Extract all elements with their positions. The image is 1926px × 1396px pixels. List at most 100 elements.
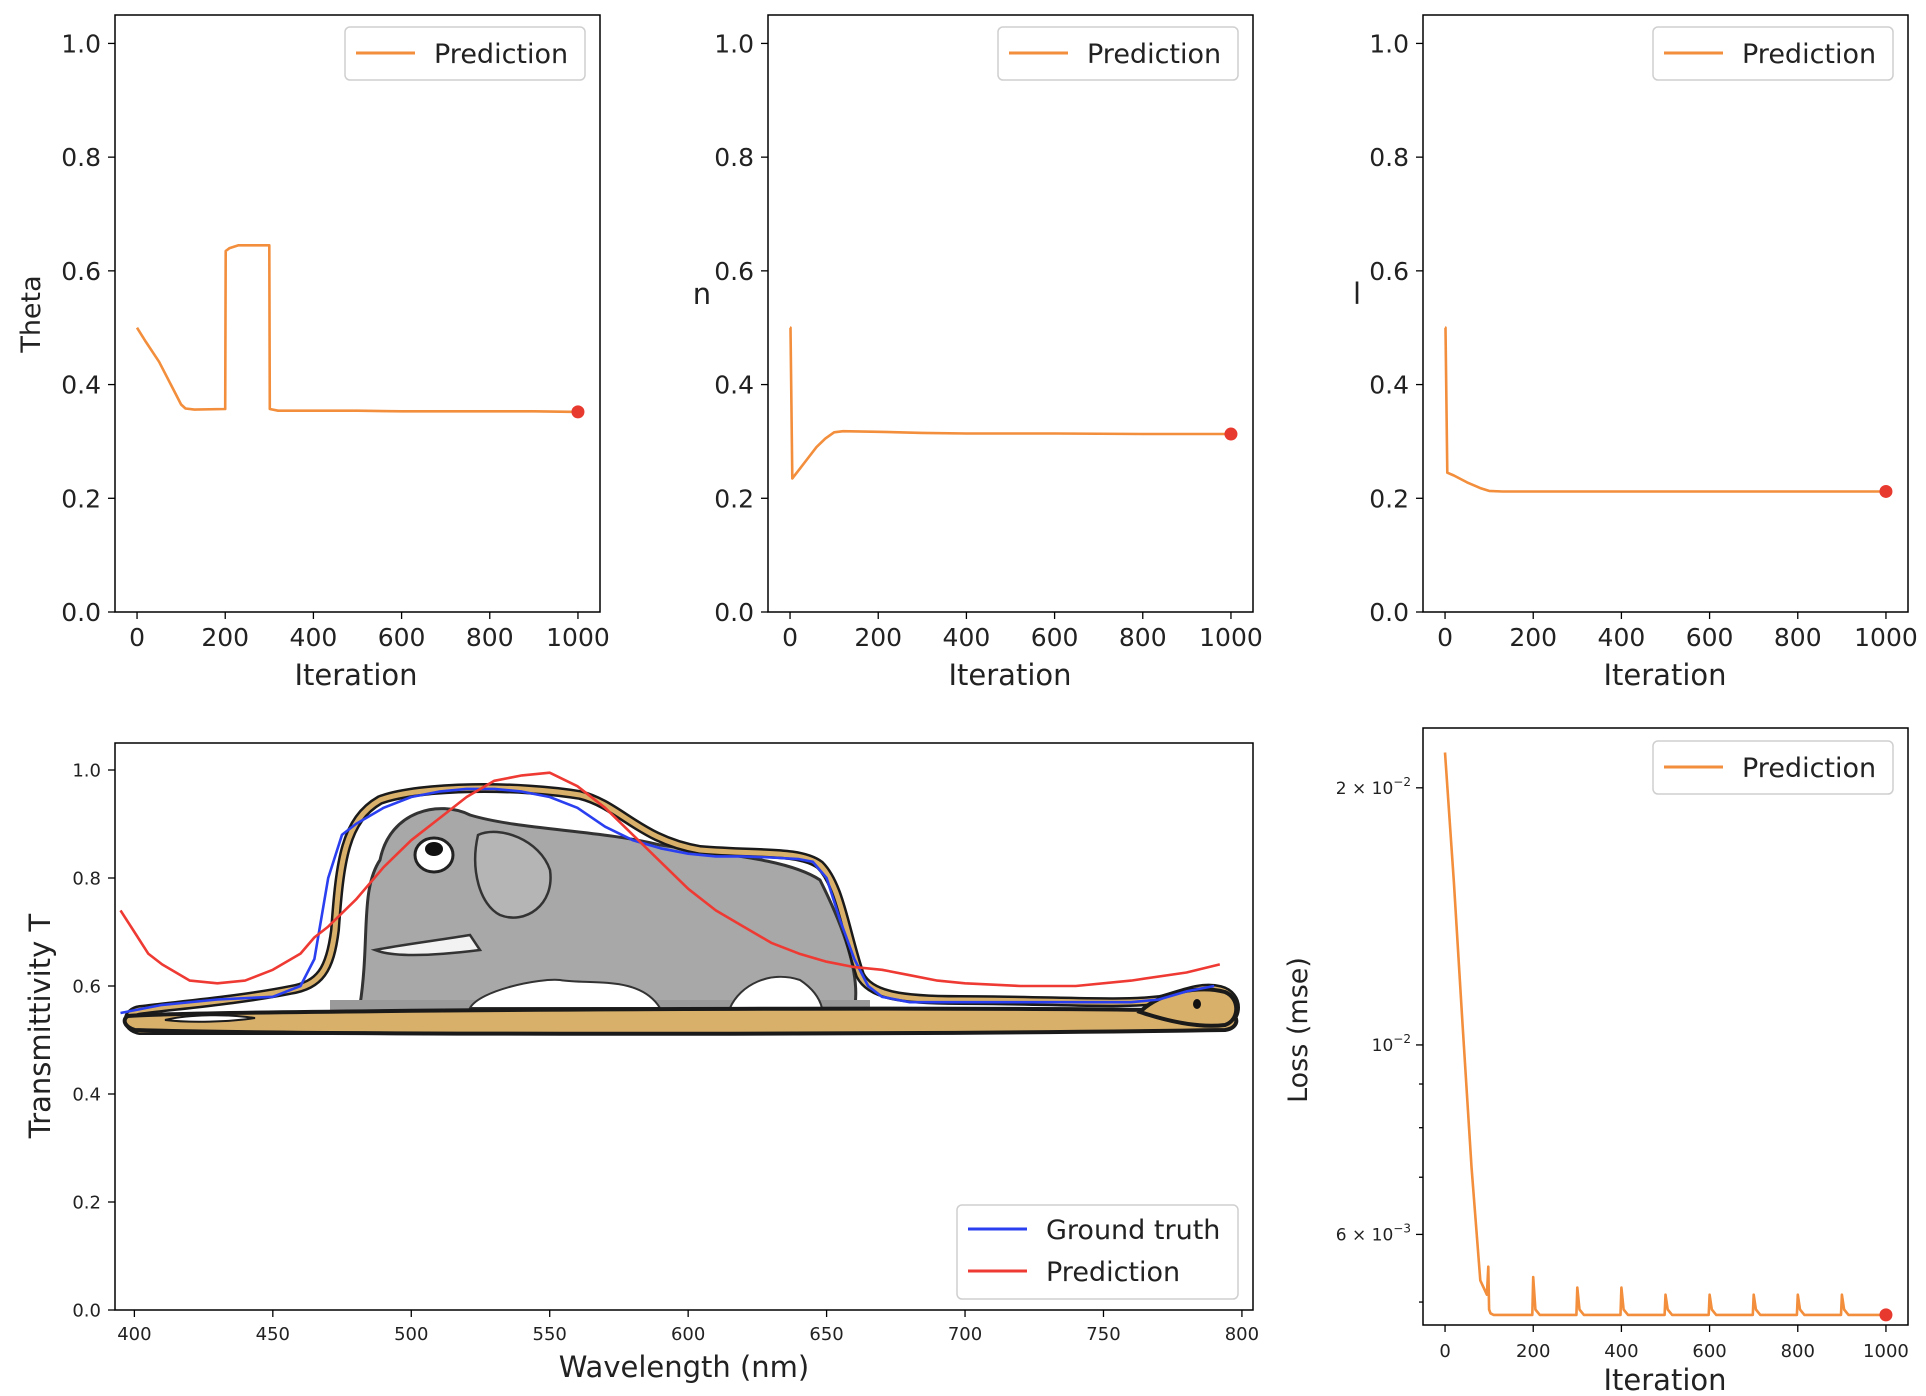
loss-xtick-label: 600 [1692,1341,1726,1362]
l-ytick-label: 0.2 [1369,484,1409,513]
n-ytick-label: 0.6 [714,257,754,286]
transmittivity-xlabel: Wavelength (nm) [559,1350,810,1384]
l-xtick-label: 1000 [1854,623,1918,652]
n-xtick-label: 1000 [1199,623,1263,652]
n-plot-area [789,326,1238,480]
transmittivity-series-ground-truth [120,787,1215,1015]
theta-legend: Prediction [344,26,586,81]
l-xtick-label: 600 [1686,623,1734,652]
loss-ytick-label: 6 × 10−3 [1336,1221,1411,1245]
n-xtick-label: 0 [782,623,798,652]
theta-chart: 0.0 0.2 0.4 0.6 0.8 1.0 0 200 400 600 800 1000 Thet… [16,14,610,692]
transmittivity-legend-label-ground-truth: Ground truth [1046,1215,1220,1246]
n-ytick-label: 0.2 [714,484,754,513]
n-legend: Prediction [997,26,1239,81]
l-legend: Prediction [1652,26,1894,81]
loss-xlabel: Iteration [1603,1363,1726,1396]
n-xtick-label: 600 [1031,623,1079,652]
transmittivity-xtick-label: 400 [117,1324,151,1345]
loss-xtick-label: 400 [1604,1341,1638,1362]
transmittivity-ytick-label: 1.0 [72,760,101,781]
n-ylabel: n [693,277,711,311]
transmittivity-legend-label-prediction: Prediction [1046,1257,1180,1288]
theta-xtick-label: 400 [290,623,338,652]
theta-xtick-label: 0 [129,623,145,652]
transmittivity-ylabel: Transmittivity T [23,914,57,1140]
loss-xtick-label: 200 [1516,1341,1550,1362]
theta-xtick-label: 800 [466,623,514,652]
l-legend-label: Prediction [1742,39,1876,70]
transmittivity-xtick-label: 450 [256,1324,290,1345]
transmittivity-xtick-label: 500 [394,1324,428,1345]
l-ytick-label: 0.4 [1369,371,1409,400]
l-axes-frame [1422,14,1909,613]
l-series-prediction [1444,326,1886,493]
theta-endpoint-marker [571,405,585,419]
transmittivity-ytick-label: 0.2 [72,1192,101,1213]
theta-ylabel: Theta [16,275,47,353]
n-endpoint-marker [1224,427,1238,441]
loss-series-prediction [1443,752,1886,1317]
transmittivity-plot-area [119,771,1221,1015]
theta-xtick-label: 600 [378,623,426,652]
n-ytick-label: 1.0 [714,29,754,58]
transmittivity-xtick-label: 550 [533,1324,567,1345]
loss-xtick-label: 1000 [1863,1341,1909,1362]
loss-ylabel: Loss (mse) [1283,957,1314,1103]
loss-legend-label: Prediction [1742,753,1876,784]
transmittivity-xtick-label: 650 [809,1324,843,1345]
theta-series-prediction [135,244,579,414]
loss-ytick-label: 2 × 10−2 [1336,775,1411,799]
n-chart: 0.0 0.2 0.4 0.6 0.8 1.0 0 200 400 600 800 1000 n It… [693,14,1263,692]
transmittivity-ytick-label: 0.0 [72,1300,101,1321]
transmittivity-axes-frame [114,742,1254,1311]
theta-ytick-label: 0.4 [61,371,101,400]
l-xtick-label: 800 [1774,623,1822,652]
loss-xtick-label: 800 [1781,1341,1815,1362]
l-xtick-label: 200 [1509,623,1557,652]
transmittivity-ytick-label: 0.6 [72,976,101,997]
n-xlabel: Iteration [948,658,1071,692]
n-ytick-label: 0.8 [714,143,754,172]
l-xlabel: Iteration [1603,658,1726,692]
n-series-prediction [789,326,1231,480]
theta-plot-area [135,244,585,419]
loss-xtick-label: 0 [1439,1341,1450,1362]
theta-legend-label: Prediction [434,39,568,70]
theta-ytick-label: 0.8 [61,143,101,172]
n-xtick-label: 200 [854,623,902,652]
transmittivity-xtick-label: 700 [948,1324,982,1345]
l-ytick-label: 0.0 [1369,598,1409,627]
theta-xtick-label: 1000 [546,623,610,652]
n-legend-label: Prediction [1087,39,1221,70]
transmittivity-legend: Ground truth Prediction [956,1204,1239,1300]
transmittivity-series-prediction [119,771,1221,988]
l-ylabel: l [1353,277,1361,311]
l-ytick-label: 0.8 [1369,143,1409,172]
n-axes-frame [767,14,1254,613]
transmittivity-ytick-label: 0.8 [72,868,101,889]
transmittivity-xtick-label: 600 [671,1324,705,1345]
theta-xtick-label: 200 [201,623,249,652]
l-chart: 0.0 0.2 0.4 0.6 0.8 1.0 0 200 400 600 800 1000 l It… [1353,14,1918,692]
l-xtick-label: 400 [1598,623,1646,652]
n-ytick-label: 0.4 [714,371,754,400]
loss-plot-area [1443,752,1893,1322]
loss-axes-frame [1422,727,1909,1326]
transmittivity-ytick-label: 0.4 [72,1084,101,1105]
theta-ytick-label: 0.6 [61,257,101,286]
theta-ytick-label: 0.0 [61,598,101,627]
l-xtick-label: 0 [1437,623,1453,652]
transmittivity-xtick-label: 750 [1086,1324,1120,1345]
l-ytick-label: 1.0 [1369,29,1409,58]
theta-ytick-label: 0.2 [61,484,101,513]
n-xtick-label: 800 [1119,623,1167,652]
n-xtick-label: 400 [943,623,991,652]
loss-endpoint-marker [1879,1308,1893,1322]
l-ytick-label: 0.6 [1369,257,1409,286]
l-plot-area [1444,326,1893,498]
loss-chart: 6 × 10−3 10−2 2 × 10−2 0 200 400 600 800 1000 Lo… [1283,727,1909,1396]
transmittivity-chart: 0.0 0.2 0.4 0.6 0.8 1.0 400 450 500 550 600 650 700 7… [23,742,1259,1384]
loss-ytick-label: 10−2 [1372,1032,1411,1056]
